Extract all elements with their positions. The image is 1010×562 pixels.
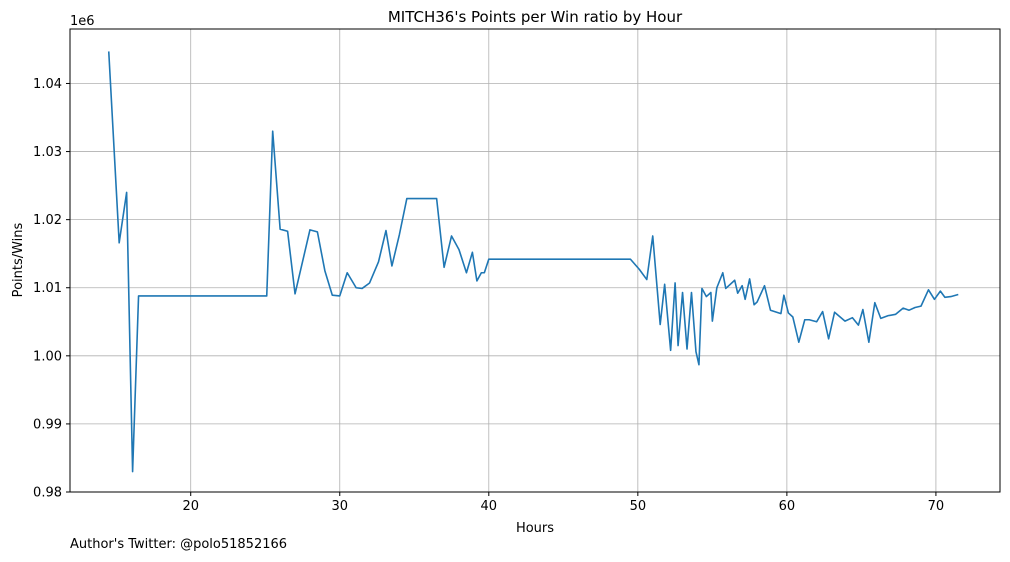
y-tick-label: 1.01 xyxy=(33,281,62,296)
grid-lines xyxy=(70,29,1000,493)
y-tick-label: 1.04 xyxy=(33,77,62,92)
x-tick-label: 70 xyxy=(928,499,945,514)
y-axis-label: Points/Wins xyxy=(11,222,26,297)
y-tick-label: 1.00 xyxy=(33,349,62,364)
y-tick-label: 1.02 xyxy=(33,213,62,228)
series-line xyxy=(107,51,959,473)
author-credit: Author's Twitter: @polo51852166 xyxy=(70,537,288,552)
axes xyxy=(69,28,1001,493)
x-axis-label: Hours xyxy=(516,521,554,536)
x-tick-label: 40 xyxy=(481,499,498,514)
x-tick-label: 60 xyxy=(779,499,796,514)
y-offset-label: 1e6 xyxy=(70,14,95,29)
x-tick-label: 50 xyxy=(630,499,647,514)
y-tick-label: 0.99 xyxy=(33,417,62,432)
tick-marks: 20 30 40 50 60 70 0.98 0.99 1.00 1.01 1.02 1.03 1.04 xyxy=(33,77,944,514)
chart-title: MITCH36's Points per Win ratio by Hour xyxy=(388,8,683,26)
plot-area xyxy=(107,51,959,473)
y-tick-label: 0.98 xyxy=(33,486,62,501)
x-tick-label: 20 xyxy=(182,499,199,514)
y-tick-label: 1.03 xyxy=(33,145,62,160)
x-tick-label: 30 xyxy=(331,499,348,514)
axes-frame xyxy=(69,28,1001,493)
